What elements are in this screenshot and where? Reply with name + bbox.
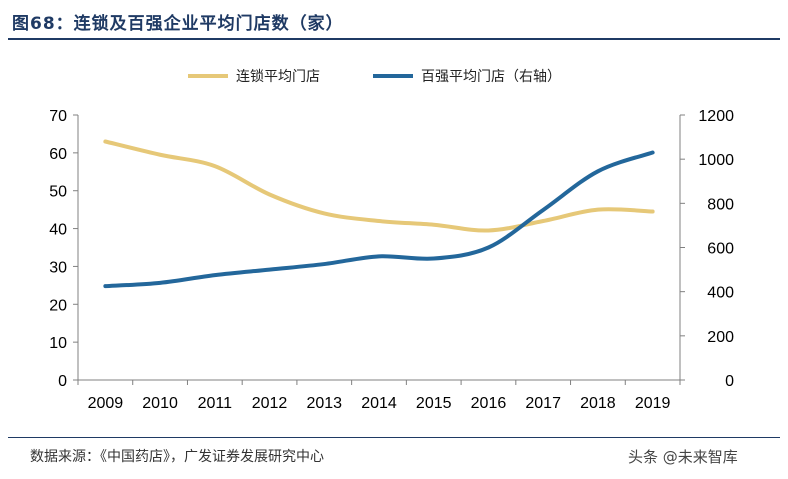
chart-lines <box>103 139 655 289</box>
left-tick-label: 20 <box>49 297 67 314</box>
title-divider <box>8 38 780 40</box>
left-tick-label: 50 <box>49 184 67 201</box>
x-tick-label: 2015 <box>416 395 452 412</box>
legend-label-1: 连锁平均门店 <box>236 69 320 85</box>
left-tick-label: 70 <box>49 108 67 125</box>
x-tick-label: 2019 <box>635 395 671 412</box>
chart-title: 图68：连锁及百强企业平均门店数（家） <box>12 14 344 34</box>
right-tick-label: 1200 <box>698 108 734 125</box>
left-tick-label: 60 <box>49 146 67 163</box>
x-tick-label: 2017 <box>525 395 561 412</box>
watermark: 头条 @未来智库 <box>628 448 738 466</box>
left-tick-label: 40 <box>49 222 67 239</box>
x-tick-label: 2010 <box>142 395 178 412</box>
chart-axes: 0 10 20 30 40 50 60 70 0 200 400 600 800 1000 1200 2009… <box>49 108 734 412</box>
x-tick-label: 2011 <box>198 395 233 412</box>
footer-divider <box>8 437 780 438</box>
x-tick-label: 2012 <box>252 395 288 412</box>
left-tick-label: 30 <box>49 259 67 276</box>
right-tick-label: 600 <box>707 241 734 258</box>
chart-legend: 连锁平均门店 百强平均门店（右轴） <box>188 69 561 85</box>
right-tick-label: 1000 <box>698 152 734 169</box>
x-tick-label: 2009 <box>88 395 124 412</box>
series-line-1 <box>103 139 655 233</box>
right-tick-label: 800 <box>707 196 734 213</box>
x-tick-label: 2013 <box>306 395 342 412</box>
source-note: 数据来源：《中国药店》，广发证券发展研究中心 <box>30 449 324 465</box>
right-tick-label: 200 <box>707 329 734 346</box>
x-tick-label: 2014 <box>361 395 397 412</box>
x-tick-label: 2016 <box>471 395 507 412</box>
left-tick-label: 0 <box>58 373 67 390</box>
right-tick-label: 0 <box>725 373 734 390</box>
x-tick-label: 2018 <box>580 395 616 412</box>
legend-label-2: 百强平均门店（右轴） <box>421 69 561 85</box>
right-tick-label: 400 <box>707 285 734 302</box>
left-tick-label: 10 <box>49 335 67 352</box>
